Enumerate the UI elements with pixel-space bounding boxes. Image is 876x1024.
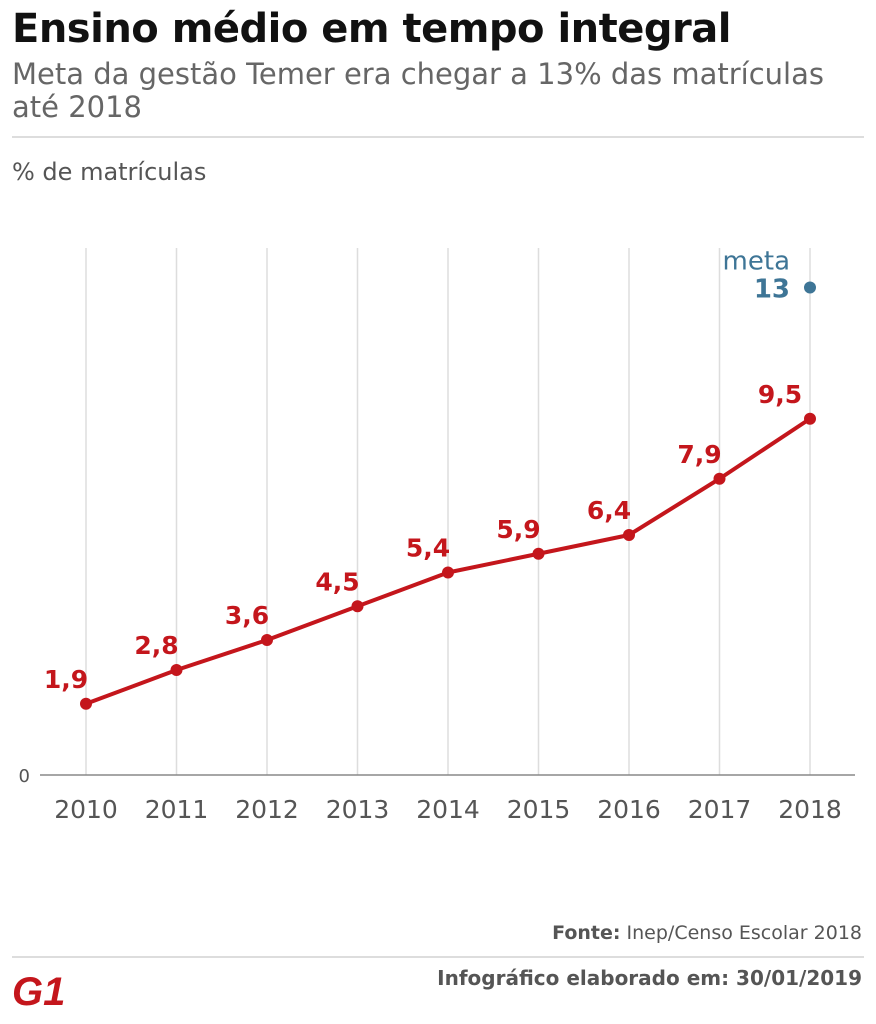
g1-logo-text: G1 xyxy=(12,972,65,1010)
target-value-label: 13 xyxy=(754,275,790,305)
data-label-2018: 9,5 xyxy=(758,380,802,409)
data-point-2010 xyxy=(80,697,92,710)
data-label-2015: 5,9 xyxy=(496,515,540,544)
target-label: meta xyxy=(723,247,790,277)
credit-note: Infográfico elaborado em: 30/01/2019 xyxy=(437,966,862,990)
chart-title: Ensino médio em tempo integral xyxy=(12,6,731,52)
source-text: Inep/Censo Escolar 2018 xyxy=(626,922,862,944)
data-point-2018 xyxy=(804,412,816,425)
data-point-2015 xyxy=(532,547,545,560)
y-axis-label: % de matrículas xyxy=(12,158,207,186)
data-label-2017: 7,9 xyxy=(677,440,721,469)
x-tick-label-2018: 2018 xyxy=(778,795,842,824)
data-point-2016 xyxy=(623,529,635,541)
source-label: Fonte: xyxy=(552,922,621,944)
data-point-2017 xyxy=(713,472,726,485)
x-tick-label-2014: 2014 xyxy=(416,795,480,824)
data-label-2010: 1,9 xyxy=(44,665,88,694)
x-tick-label-2015: 2015 xyxy=(507,795,571,824)
chart-subtitle: Meta da gestão Temer era chegar a 13% da… xyxy=(12,57,824,124)
footer-divider xyxy=(12,956,864,958)
data-label-2012: 3,6 xyxy=(225,601,269,630)
target-point xyxy=(804,281,816,294)
data-point-2013 xyxy=(351,600,364,613)
y-tick-label: 0 xyxy=(19,766,30,787)
data-label-2013: 4,5 xyxy=(315,567,359,596)
x-tick-label-2011: 2011 xyxy=(145,795,209,824)
x-tick-label-2013: 2013 xyxy=(326,795,390,824)
x-tick-label-2016: 2016 xyxy=(597,795,661,824)
g1-logo: G1 xyxy=(12,972,65,1010)
source-note: Fonte: Inep/Censo Escolar 2018 xyxy=(552,922,862,944)
x-tick-label-2010: 2010 xyxy=(54,795,118,824)
data-label-2011: 2,8 xyxy=(134,631,178,660)
data-point-2014 xyxy=(442,566,454,579)
data-point-2012 xyxy=(261,634,273,646)
header-divider xyxy=(12,136,864,138)
data-label-2014: 5,4 xyxy=(406,534,450,563)
x-tick-label-2012: 2012 xyxy=(235,795,299,824)
data-label-2016: 6,4 xyxy=(587,496,631,525)
data-point-2011 xyxy=(170,664,183,676)
x-tick-label-2017: 2017 xyxy=(688,795,752,824)
